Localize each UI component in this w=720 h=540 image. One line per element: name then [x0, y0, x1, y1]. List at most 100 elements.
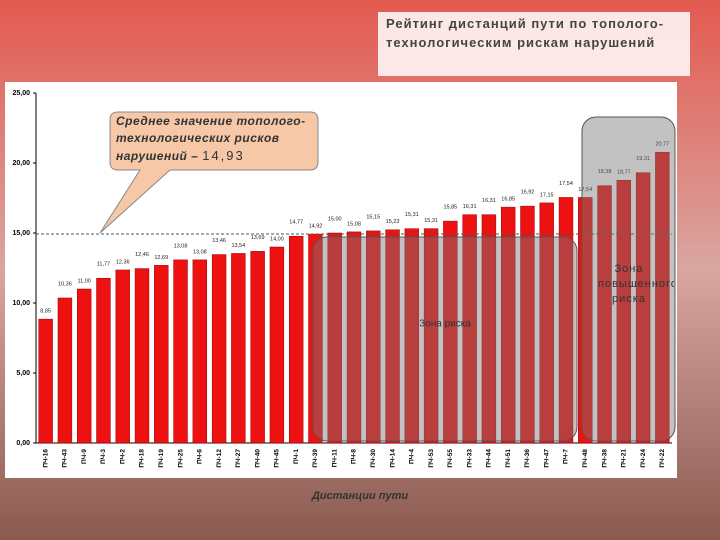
x-tick-label: ПЧ-3 — [100, 449, 107, 464]
bar — [558, 197, 574, 444]
value-label: 15,00 — [328, 216, 342, 222]
value-label: 13,54 — [231, 243, 245, 249]
value-label: 16,92 — [521, 190, 535, 196]
x-tick-label: ПЧ-51 — [505, 449, 512, 468]
x-tick-label: ПЧ-1 — [293, 449, 300, 464]
y-tick-label: 5,00 — [16, 370, 30, 377]
bar — [423, 228, 439, 444]
value-label: 10,36 — [58, 281, 72, 287]
x-tick-label: ПЧ-19 — [158, 449, 165, 468]
bar — [308, 233, 323, 444]
value-label: 12,69 — [154, 255, 168, 261]
bar — [173, 259, 188, 444]
mean-text: Среднее значение тополого-технологически… — [116, 114, 306, 163]
bar — [385, 229, 400, 444]
x-tick-label: ПЧ-44 — [486, 449, 493, 468]
bar — [597, 185, 612, 444]
bar — [211, 254, 227, 444]
x-tick-label: ПЧ-16 — [42, 449, 49, 468]
bar — [38, 318, 53, 444]
bar — [134, 268, 150, 444]
bar — [154, 265, 169, 444]
bar — [616, 179, 632, 444]
mean-label: 14,93 — [202, 148, 245, 163]
value-label: 13,08 — [174, 243, 188, 249]
bar — [462, 214, 477, 444]
plot: 0,00 5,00 10,00 15,00 20,00 25,00 8,85 ПЧ-16 10,… — [12, 90, 676, 468]
value-label: 14,92 — [309, 224, 323, 230]
value-label: 16,85 — [501, 197, 515, 203]
bar — [231, 253, 246, 444]
y-tick-label: 15,00 — [12, 230, 30, 237]
value-label: 13,08 — [193, 249, 207, 255]
bar — [192, 259, 208, 444]
bar — [76, 288, 92, 444]
bar — [327, 232, 342, 444]
high-risk-zone-label: Зона повышенного риска — [598, 263, 674, 305]
x-tick-label: ПЧ-14 — [389, 449, 396, 468]
callout-wrap: Среднее значение тополого-технологически… — [116, 114, 306, 163]
value-label: 17,54 — [559, 181, 573, 187]
value-label: 15,15 — [366, 214, 380, 220]
value-label: 18,77 — [617, 170, 631, 176]
x-tick-label: ПЧ-53 — [428, 449, 435, 468]
risk-zone — [312, 236, 578, 442]
x-tick-label: ПЧ-48 — [582, 449, 589, 468]
y-tick-label: 10,00 — [12, 300, 30, 307]
value-label: 12,46 — [135, 252, 149, 258]
x-tick-label: ПЧ-7 — [563, 449, 570, 464]
bar — [481, 214, 497, 444]
x-tick-label: ПЧ-40 — [254, 449, 261, 468]
bar — [366, 230, 381, 444]
bar — [520, 205, 535, 444]
x-tick-label: ПЧ-27 — [235, 449, 242, 468]
value-label: 16,31 — [482, 198, 496, 204]
value-label: 15,08 — [347, 221, 361, 227]
value-label: 15,31 — [424, 218, 438, 224]
x-tick-label: ПЧ-45 — [274, 449, 281, 468]
high-risk-label-wrap: Зона повышенного риска — [598, 263, 674, 305]
x-tick-label: ПЧ-38 — [601, 449, 608, 468]
x-axis-title: Дистанции пути — [311, 490, 409, 502]
bar — [635, 172, 651, 444]
value-label: 13,69 — [251, 235, 265, 241]
risk-zone-label: Зона риска — [419, 319, 471, 330]
bar — [443, 220, 458, 444]
x-tick-label: ПЧ-24 — [640, 449, 647, 468]
x-tick-label: ПЧ-47 — [543, 449, 550, 468]
bar — [655, 151, 670, 444]
bar — [288, 235, 304, 444]
y-tick-label: 20,00 — [12, 160, 30, 167]
bar — [115, 269, 130, 444]
x-tick-label: ПЧ-11 — [331, 449, 338, 468]
y-tick-label: 25,00 — [12, 90, 30, 97]
chart-title: Рейтинг дистанций пути по тополого-техно… — [386, 16, 665, 50]
bar — [57, 297, 73, 444]
value-label: 8,85 — [40, 309, 51, 315]
value-label: 11,00 — [78, 278, 91, 284]
x-tick-label: ПЧ-2 — [119, 449, 126, 464]
value-label: 19,31 — [636, 156, 650, 162]
title-wrap: Рейтинг дистанций пути по тополого-техно… — [386, 16, 665, 50]
bar — [346, 231, 362, 444]
title-box — [378, 12, 690, 76]
value-label: 14,00 — [270, 236, 284, 242]
value-label: 15,85 — [443, 205, 457, 211]
x-tick-label: ПЧ-8 — [351, 449, 358, 464]
value-label: 16,31 — [463, 204, 477, 210]
bar — [500, 206, 516, 444]
x-tick-label: ПЧ-25 — [177, 449, 184, 468]
x-tick-label: ПЧ-21 — [621, 449, 628, 468]
value-label: 15,23 — [386, 219, 400, 225]
value-label: 13,46 — [212, 238, 226, 244]
value-label: 12,36 — [116, 259, 130, 265]
x-tick-label: ПЧ-30 — [370, 449, 377, 468]
x-tick-label: ПЧ-55 — [447, 449, 454, 468]
callout — [99, 111, 319, 234]
y-tick-label: 0,00 — [16, 440, 30, 447]
x-tick-label: ПЧ-39 — [312, 449, 319, 468]
x-tick-label: ПЧ-4 — [409, 449, 416, 464]
bar — [404, 228, 420, 444]
x-tick-label: ПЧ-43 — [62, 449, 69, 468]
